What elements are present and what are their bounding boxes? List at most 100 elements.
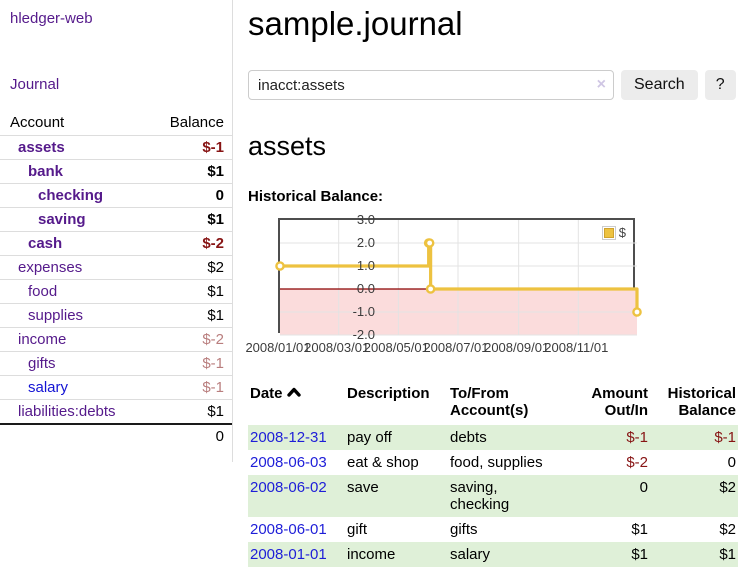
account-title: assets bbox=[248, 131, 327, 161]
account-balance: $1 bbox=[207, 163, 224, 180]
x-axis-tick-label: 2008/07/01 bbox=[423, 340, 489, 355]
transaction-date-link[interactable]: 2008-06-01 bbox=[250, 521, 327, 538]
account-link[interactable]: bank bbox=[28, 163, 64, 180]
transaction-amount: $1 bbox=[631, 521, 648, 538]
account-row: income $-2 bbox=[0, 327, 232, 352]
account-row: checking 0 bbox=[0, 183, 232, 208]
accounts-total-value: 0 bbox=[215, 428, 224, 445]
register-row: 2008-06-01 gift gifts $1 $2 bbox=[248, 517, 738, 542]
transaction-description: pay off bbox=[347, 429, 392, 446]
transaction-balance: $1 bbox=[719, 546, 736, 563]
main-content: sample.journal × Search ? assets Histori… bbox=[245, 0, 738, 567]
legend-swatch-icon bbox=[601, 225, 616, 240]
x-axis-tick-label: 2008/03/01 bbox=[304, 340, 370, 355]
account-column-header: Account bbox=[10, 114, 65, 131]
account-balance: $1 bbox=[207, 283, 224, 300]
transaction-date-link[interactable]: 2008-06-02 bbox=[250, 479, 327, 496]
clear-search-icon[interactable]: × bbox=[596, 76, 606, 93]
page-title: sample.journal bbox=[248, 5, 463, 42]
register-column-header-to-from-account-s-: To/From Account(s) bbox=[450, 385, 529, 419]
transaction-description: income bbox=[347, 546, 396, 563]
y-axis-tick-label: -1.0 bbox=[352, 304, 375, 319]
y-axis-tick-label: -2.0 bbox=[352, 327, 375, 342]
transaction-amount: $1 bbox=[631, 546, 648, 563]
account-balance: $-1 bbox=[202, 355, 224, 372]
y-axis-tick-label: 2.0 bbox=[356, 235, 375, 250]
transaction-accounts: saving, checking bbox=[450, 479, 510, 513]
account-link[interactable]: liabilities:debts bbox=[18, 403, 116, 420]
account-row: liabilities:debts $1 bbox=[0, 399, 232, 425]
account-row: bank $1 bbox=[0, 159, 232, 184]
search-form: × Search ? bbox=[248, 70, 738, 100]
help-button[interactable]: ? bbox=[704, 70, 736, 100]
search-button[interactable]: Search bbox=[621, 70, 698, 100]
sort-ascending-icon bbox=[286, 387, 301, 397]
account-link[interactable]: food bbox=[28, 283, 58, 300]
account-link[interactable]: income bbox=[18, 331, 67, 348]
transaction-balance: $2 bbox=[719, 479, 736, 496]
register-header-row: Date Description To/From Account(s) Amount … bbox=[248, 383, 738, 425]
transaction-balance: $2 bbox=[719, 521, 736, 538]
register-column-header-date[interactable]: Date bbox=[248, 383, 345, 425]
account-row: saving $1 bbox=[0, 207, 232, 232]
legend-label: $ bbox=[618, 225, 626, 240]
account-balance: $1 bbox=[207, 307, 224, 324]
register-table: Date Description To/From Account(s) Amount … bbox=[248, 383, 738, 567]
sidebar-item-journal[interactable]: Journal bbox=[10, 76, 60, 93]
account-balance: $-1 bbox=[202, 139, 224, 156]
account-link[interactable]: gifts bbox=[28, 355, 56, 372]
account-row: salary $-1 bbox=[0, 375, 232, 400]
account-balance: $-2 bbox=[202, 331, 224, 348]
balance-column-header: Balance bbox=[169, 114, 224, 131]
account-row: food $1 bbox=[0, 279, 232, 304]
accounts-total-row: 0 bbox=[0, 424, 232, 448]
account-row: assets $-1 bbox=[0, 135, 232, 160]
register-column-header-description: Description bbox=[347, 385, 430, 402]
account-balance: $-1 bbox=[202, 379, 224, 396]
transaction-date-link[interactable]: 2008-01-01 bbox=[250, 546, 327, 563]
register-column-header-historical-balance: Historical Balance bbox=[667, 385, 736, 419]
transaction-amount: $-1 bbox=[626, 429, 648, 446]
transaction-description: gift bbox=[347, 521, 368, 538]
account-balance-table: Account Balance assets $-1 bank $1 checking 0… bbox=[0, 111, 232, 448]
transaction-accounts: salary bbox=[450, 546, 491, 563]
app-brand-link[interactable]: hledger-web bbox=[10, 10, 93, 27]
account-balance: $2 bbox=[207, 259, 224, 276]
chart-canvas bbox=[275, 220, 642, 336]
account-row: supplies $1 bbox=[0, 303, 232, 328]
account-link[interactable]: supplies bbox=[28, 307, 84, 324]
register-row: 2008-01-01 income salary $1 $1 bbox=[248, 542, 738, 567]
x-axis-tick-label: 2008/11/01 bbox=[544, 340, 609, 355]
account-row: cash $-2 bbox=[0, 231, 232, 256]
y-axis-tick-label: 1.0 bbox=[356, 258, 375, 273]
account-balance: 0 bbox=[215, 187, 224, 204]
search-input[interactable] bbox=[248, 70, 614, 100]
account-link[interactable]: saving bbox=[38, 211, 86, 228]
account-link[interactable]: cash bbox=[28, 235, 63, 252]
x-axis-tick-label: 2008/05/01 bbox=[363, 340, 429, 355]
y-axis-tick-label: 0.0 bbox=[356, 281, 375, 296]
chart-plot-area: $ bbox=[275, 218, 642, 336]
historical-balance-chart: $ 3.0 2.0 1.0 0.0 -1.0 -2.0 2008/01/01 2008/03/… bbox=[245, 212, 738, 358]
account-balance: $-2 bbox=[202, 235, 224, 252]
account-table-body: assets $-1 bank $1 checking 0 saving $1 cash $-2 e… bbox=[0, 135, 232, 449]
y-axis-tick-label: 3.0 bbox=[356, 212, 375, 227]
register-row: 2008-06-03 eat & shop food, supplies $-2 0 bbox=[248, 450, 738, 475]
account-link[interactable]: salary bbox=[28, 379, 69, 396]
account-link[interactable]: assets bbox=[18, 139, 65, 156]
transaction-date-link[interactable]: 2008-06-03 bbox=[250, 454, 327, 471]
register-row: 2008-12-31 pay off debts $-1 $-1 bbox=[248, 425, 738, 450]
transaction-date-link[interactable]: 2008-12-31 bbox=[250, 429, 327, 446]
transaction-description: save bbox=[347, 479, 379, 496]
transaction-accounts: food, supplies bbox=[450, 454, 543, 471]
transaction-balance: $-1 bbox=[714, 429, 736, 446]
account-row: expenses $2 bbox=[0, 255, 232, 280]
transaction-accounts: debts bbox=[450, 429, 487, 446]
account-link[interactable]: expenses bbox=[18, 259, 83, 276]
x-axis-tick-label: 2008/01/01 bbox=[245, 340, 311, 355]
account-link[interactable]: checking bbox=[38, 187, 104, 204]
register-table-body: 2008-12-31 pay off debts $-1 $-1 2008-06-03 ea… bbox=[248, 425, 738, 567]
chart-legend: $ bbox=[601, 225, 626, 240]
transaction-amount: $-2 bbox=[626, 454, 648, 471]
chart-heading: Historical Balance: bbox=[248, 188, 384, 205]
